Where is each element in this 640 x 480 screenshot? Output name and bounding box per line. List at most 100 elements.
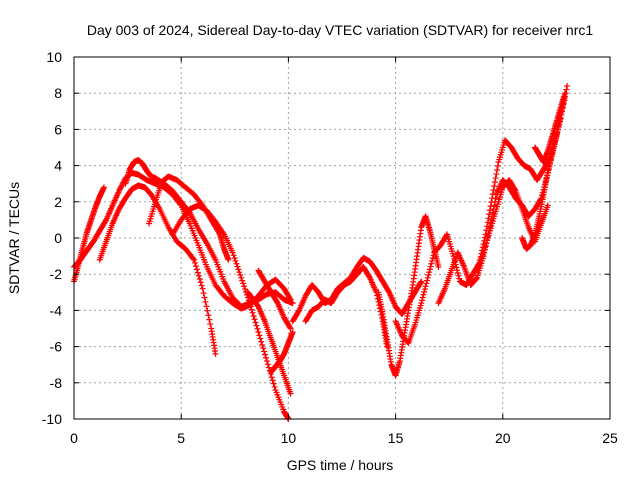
data-point bbox=[289, 300, 296, 307]
data-point bbox=[420, 291, 427, 298]
data-point bbox=[237, 272, 244, 279]
y-tick-label: 4 bbox=[54, 158, 62, 174]
data-point bbox=[456, 275, 463, 282]
data-point bbox=[192, 259, 199, 266]
series-arc-3 bbox=[96, 182, 219, 357]
data-point bbox=[197, 279, 204, 286]
data-point bbox=[429, 255, 436, 262]
series-arc-9 bbox=[268, 329, 296, 375]
data-point bbox=[194, 269, 201, 276]
series-arc-12 bbox=[375, 213, 442, 379]
x-tick-label: 20 bbox=[495, 430, 511, 446]
data-point bbox=[544, 202, 551, 209]
y-tick-label: -8 bbox=[50, 375, 63, 391]
data-point bbox=[271, 383, 278, 390]
data-point bbox=[206, 316, 213, 323]
data-point bbox=[491, 179, 498, 186]
data-point bbox=[453, 264, 460, 271]
data-point bbox=[193, 266, 200, 273]
data-point bbox=[422, 283, 429, 290]
data-point bbox=[487, 203, 494, 210]
y-tick-label: -2 bbox=[50, 266, 63, 282]
y-tick-label: -10 bbox=[42, 411, 62, 427]
data-point bbox=[252, 319, 259, 326]
y-tick-label: -6 bbox=[50, 339, 63, 355]
data-point bbox=[563, 86, 570, 93]
series-arc-5 bbox=[146, 173, 232, 263]
data-point bbox=[245, 297, 252, 304]
data-point bbox=[200, 290, 207, 297]
y-tick-label: 0 bbox=[54, 230, 62, 246]
data-point bbox=[427, 263, 434, 270]
data-point bbox=[198, 282, 205, 289]
data-point bbox=[455, 272, 462, 279]
data-point bbox=[260, 345, 267, 352]
data-point bbox=[201, 294, 208, 301]
data-point bbox=[253, 322, 260, 329]
data-point bbox=[254, 325, 261, 332]
data-point bbox=[256, 332, 263, 339]
data-point bbox=[212, 350, 219, 357]
x-tick-label: 25 bbox=[602, 430, 618, 446]
data-point bbox=[233, 260, 240, 267]
data-point bbox=[424, 274, 431, 281]
x-tick-label: 15 bbox=[388, 430, 404, 446]
data-point bbox=[417, 279, 424, 286]
data-point bbox=[191, 256, 198, 263]
series-arc-2 bbox=[71, 184, 108, 285]
data-point bbox=[430, 252, 437, 259]
series-arc-11 bbox=[302, 263, 391, 350]
data-point bbox=[234, 263, 241, 270]
data-point bbox=[419, 297, 426, 304]
data-point bbox=[561, 90, 568, 97]
data-point bbox=[229, 249, 236, 256]
data-point bbox=[239, 277, 246, 284]
x-tick-label: 0 bbox=[70, 430, 78, 446]
data-point bbox=[435, 263, 442, 270]
y-tick-label: 6 bbox=[54, 121, 62, 137]
data-point bbox=[236, 269, 243, 276]
data-point bbox=[421, 286, 428, 293]
data-point bbox=[101, 184, 108, 191]
data-point bbox=[230, 252, 237, 259]
data-point bbox=[196, 276, 203, 283]
data-point bbox=[491, 183, 498, 190]
data-point bbox=[204, 307, 211, 314]
data-series bbox=[71, 82, 571, 422]
data-point bbox=[564, 82, 571, 89]
data-point bbox=[494, 167, 501, 174]
data-point bbox=[240, 280, 247, 287]
data-point bbox=[269, 377, 276, 384]
data-point bbox=[419, 294, 426, 301]
data-point bbox=[203, 303, 210, 310]
data-point bbox=[238, 274, 245, 281]
data-point bbox=[207, 321, 214, 328]
data-point bbox=[428, 260, 435, 267]
y-tick-label: 10 bbox=[46, 49, 62, 65]
series-arc-6 bbox=[169, 202, 292, 422]
series-arc-15 bbox=[474, 177, 551, 274]
data-point bbox=[259, 341, 266, 348]
data-point bbox=[263, 354, 270, 361]
x-tick-label: 5 bbox=[177, 430, 185, 446]
data-point bbox=[289, 329, 296, 336]
data-point bbox=[423, 280, 430, 287]
data-point bbox=[287, 325, 294, 332]
x-axis-label: GPS time / hours bbox=[287, 457, 394, 473]
data-point bbox=[287, 390, 294, 397]
data-point bbox=[454, 269, 461, 276]
data-point bbox=[249, 309, 256, 316]
data-point bbox=[231, 255, 238, 262]
data-point bbox=[202, 298, 209, 305]
data-point bbox=[492, 175, 499, 182]
data-point bbox=[258, 338, 265, 345]
data-point bbox=[270, 380, 277, 387]
y-axis-label: SDTVAR / TECUs bbox=[6, 182, 22, 294]
series-arc-8 bbox=[244, 289, 294, 397]
data-point bbox=[426, 269, 433, 276]
data-point bbox=[286, 324, 293, 331]
y-tick-label: -4 bbox=[50, 302, 63, 318]
data-point bbox=[421, 288, 428, 295]
